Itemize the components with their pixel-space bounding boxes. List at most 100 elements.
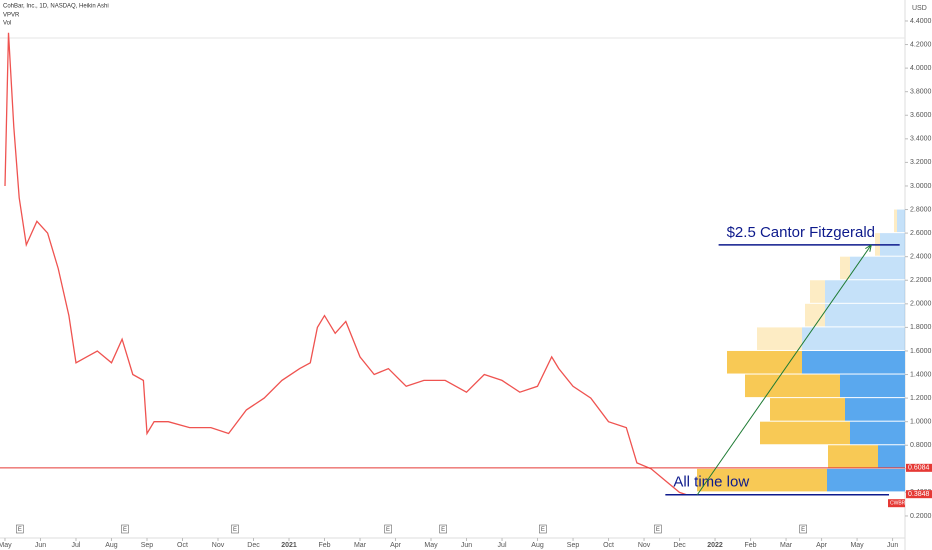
event-marker — [439, 524, 447, 534]
x-tick-label: Jun — [461, 542, 472, 549]
x-tick-label: Jun — [35, 542, 46, 549]
y-tick-label: 2.2000 — [910, 277, 932, 284]
event-label: E — [541, 527, 545, 533]
x-tick-label: Aug — [531, 542, 544, 549]
y-tick-label: 0.2000 — [910, 513, 932, 520]
x-tick-label: Jul — [72, 542, 81, 549]
x-tick-label: May — [0, 542, 12, 549]
vp-up — [757, 327, 802, 350]
y-tick-label: 2.4000 — [910, 254, 932, 261]
vp-down — [825, 280, 905, 303]
x-tick-label: Mar — [780, 542, 793, 549]
vp-up — [810, 280, 825, 303]
event-marker — [16, 524, 24, 534]
vp-down — [802, 327, 905, 350]
event-label: E — [801, 527, 805, 533]
y-tick-label: 4.0000 — [910, 65, 932, 72]
vp-down — [897, 209, 905, 233]
x-tick-label: Oct — [603, 542, 614, 549]
vp-down — [827, 468, 905, 492]
vp-up — [805, 303, 825, 327]
vp-up — [727, 350, 802, 374]
event-marker — [231, 524, 239, 534]
vp-up — [745, 374, 840, 398]
y-tick-label: 1.0000 — [910, 419, 932, 426]
indicator-label: VPVR — [3, 13, 20, 19]
x-tick-label: Sep — [141, 542, 154, 549]
event-label: E — [441, 527, 445, 533]
y-tick-label: 4.2000 — [910, 41, 932, 48]
x-tick-label: Sep — [567, 542, 580, 549]
indicator-label: Vol — [3, 21, 11, 27]
vp-down — [878, 445, 905, 468]
y-tick-label: 3.2000 — [910, 159, 932, 166]
vp-down — [845, 398, 905, 421]
event-label: E — [386, 527, 390, 533]
y-tick-label: 3.0000 — [910, 183, 932, 190]
arrow-line — [696, 244, 872, 496]
event-marker — [654, 524, 662, 534]
x-tick-label: Apr — [390, 542, 402, 549]
x-tick-label: Nov — [638, 542, 651, 549]
arrow-head — [865, 244, 872, 252]
price-label: 0.3848 — [908, 491, 930, 498]
x-tick-label: Jul — [498, 542, 507, 549]
x-tick-label: May — [850, 542, 864, 549]
ticker-box — [888, 499, 905, 508]
x-tick-label: Feb — [318, 542, 330, 549]
price-label-box — [906, 463, 932, 472]
y-tick-label: 3.4000 — [910, 136, 932, 143]
vp-down — [802, 350, 905, 374]
x-tick-label: Apr — [816, 542, 828, 549]
x-tick-label: Dec — [673, 542, 686, 549]
vp-down — [825, 303, 905, 327]
x-tick-label: Feb — [745, 542, 757, 549]
y-tick-label: 1.4000 — [910, 371, 932, 378]
vp-up — [760, 421, 850, 445]
price-label-box — [906, 490, 932, 499]
y-tick-label: 1.6000 — [910, 348, 932, 355]
price-line — [4, 32, 687, 496]
price-label: 0.6084 — [908, 465, 930, 472]
y-tick-label: 2.8000 — [910, 206, 932, 213]
x-tick-label: 2022 — [707, 542, 723, 549]
vp-down — [850, 421, 905, 445]
vp-down — [840, 374, 905, 398]
annotation-text: All time low — [673, 474, 749, 491]
y-tick-label: 1.2000 — [910, 395, 932, 402]
y-tick-label: 2.0000 — [910, 301, 932, 308]
y-tick-label: 1.8000 — [910, 324, 932, 331]
x-tick-label: May — [424, 542, 438, 549]
event-marker — [121, 524, 129, 534]
y-tick-label: 0.8000 — [910, 442, 932, 449]
event-marker — [799, 524, 807, 534]
chart-title: CohBar, Inc., 1D, NASDAQ, Heikin Ashi — [3, 4, 109, 10]
event-label: E — [233, 527, 237, 533]
vp-up — [840, 256, 850, 280]
y-tick-label: 3.6000 — [910, 112, 932, 119]
vp-up — [828, 445, 878, 468]
event-label: E — [18, 527, 22, 533]
x-tick-label: Nov — [212, 542, 225, 549]
vp-up — [697, 468, 827, 492]
y-tick-label: 2.6000 — [910, 230, 932, 237]
y-tick-label: 3.8000 — [910, 89, 932, 96]
event-marker — [384, 524, 392, 534]
y-tick-label: 4.4000 — [910, 18, 932, 25]
event-label: E — [123, 527, 127, 533]
event-label: E — [656, 527, 660, 533]
vp-up — [894, 209, 897, 233]
currency-label: USD — [912, 5, 927, 12]
event-marker — [539, 524, 547, 534]
annotation-text: $2.5 Cantor Fitzgerald — [727, 224, 875, 241]
x-tick-label: Oct — [177, 542, 188, 549]
x-tick-label: Mar — [354, 542, 367, 549]
x-tick-label: Dec — [247, 542, 260, 549]
vp-down — [850, 256, 905, 280]
x-tick-label: Aug — [105, 542, 118, 549]
ticker-label: CWBR — [890, 501, 906, 507]
vp-up — [770, 398, 845, 421]
x-tick-label: Jun — [887, 542, 898, 549]
